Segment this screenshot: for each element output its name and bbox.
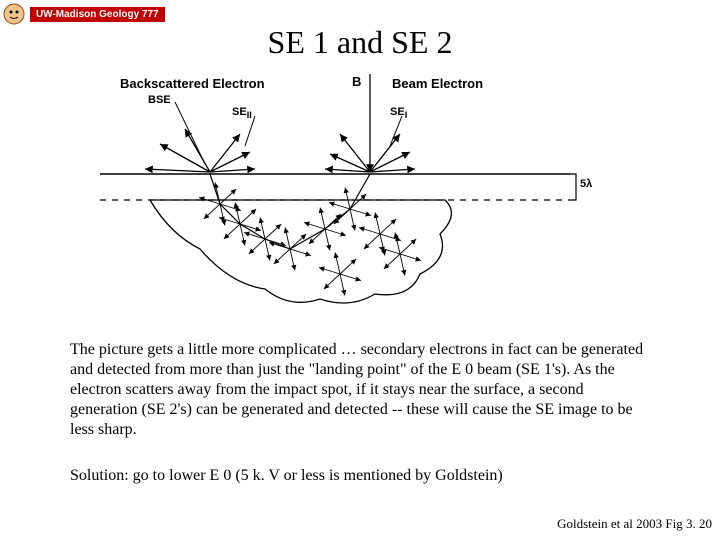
slide-title: SE 1 and SE 2: [0, 24, 720, 61]
body-paragraph-2: Solution: go to lower E 0 (5 k. V or les…: [70, 466, 650, 486]
course-label: UW-Madison Geology 777: [30, 7, 165, 22]
five-lambda-label: 5λ: [580, 178, 592, 190]
body-paragraph-1: The picture gets a little more complicat…: [70, 340, 650, 440]
course-badge: UW-Madison Geology 777: [2, 2, 165, 26]
se-diagram: Backscattered Electron BSE SEII B Beam E…: [90, 74, 610, 309]
se1-label: SEI: [390, 106, 407, 120]
bse-title-label: Backscattered Electron: [120, 76, 265, 91]
mascot-icon: [2, 2, 26, 26]
bse-short-label: BSE: [148, 94, 171, 106]
beam-title-label: Beam Electron: [392, 76, 483, 91]
beam-letter-label: B: [352, 74, 361, 89]
citation: Goldstein et al 2003 Fig 3. 20: [557, 516, 712, 532]
se2-label: SEII: [232, 106, 252, 120]
